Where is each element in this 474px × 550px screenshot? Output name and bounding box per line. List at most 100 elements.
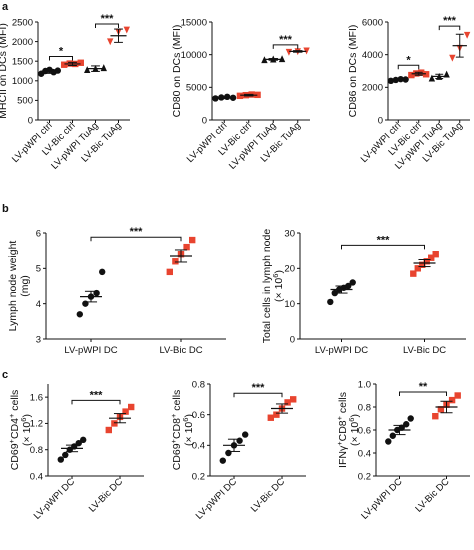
data-point	[387, 77, 395, 85]
data-point	[273, 411, 280, 418]
y-axis-unit: (× 106)	[181, 414, 196, 446]
y-axis-label: CD69+CD4+ cells	[7, 390, 22, 471]
data-point	[422, 71, 430, 78]
y-tick-label: 0	[202, 115, 207, 126]
y-axis-unit-part: )	[273, 270, 285, 274]
y-axis-label-part: CD86 on DCs (MFI)	[347, 25, 359, 118]
y-tick-label: 0.6	[358, 425, 371, 436]
y-tick-label: 6000	[362, 17, 383, 28]
y-axis-unit-part: 6	[181, 418, 190, 422]
significance-label: ***	[252, 382, 266, 394]
significance-label: ***	[130, 226, 144, 238]
data-point	[80, 436, 87, 444]
y-axis-unit-part: (× 10	[21, 422, 33, 446]
significance-label: ***	[377, 234, 391, 246]
panel-label-a: a	[2, 1, 9, 13]
y-tick-label: 2000	[12, 37, 33, 48]
y-axis-label-part: CD69	[9, 443, 21, 470]
y-tick-label: 1.2	[30, 419, 43, 430]
significance-label: *	[59, 45, 64, 57]
y-tick-label: 500	[17, 96, 33, 107]
x-tick-label: LV-Bic DC	[249, 476, 287, 514]
data-point	[410, 270, 417, 277]
y-axis-label-superscript: +	[335, 415, 344, 420]
y-tick-label: 1500	[12, 57, 33, 68]
significance-bracket	[272, 44, 299, 49]
y-tick-label: 5000	[186, 83, 207, 94]
y-tick-label: 4000	[362, 50, 383, 61]
y-tick-label: 0.4	[358, 448, 371, 459]
y-tick-label: 0.6	[192, 410, 205, 421]
y-tick-label: 10	[284, 299, 295, 310]
x-tick-label: LV-Bic DC	[403, 345, 446, 356]
data-point	[290, 396, 297, 403]
y-axis-label-part: Lymph node weight	[7, 241, 19, 332]
y-tick-label: 0.4	[30, 471, 43, 482]
y-tick-label: 6	[36, 228, 41, 239]
significance-bracket	[95, 23, 119, 28]
significance-bracket	[233, 392, 283, 398]
data-point	[432, 251, 439, 258]
data-point	[303, 47, 310, 55]
chart-c3: 0.20.40.60.81.0LV-pWPI DC LV-Bic DCIFNγ+C…	[335, 379, 470, 522]
x-tick-label: LV-pWPI DC	[359, 476, 404, 521]
y-axis-label: CD69+CD8+ cells	[169, 390, 184, 471]
data-point	[236, 437, 243, 444]
y-tick-label: 30	[284, 228, 295, 239]
data-point	[454, 392, 461, 399]
y-tick-label: 0	[28, 115, 33, 126]
y-axis-label-part: CD8	[171, 418, 183, 439]
data-point	[345, 282, 352, 290]
data-point	[54, 67, 61, 74]
data-point	[183, 243, 190, 251]
y-tick-label: 10000	[181, 50, 207, 61]
x-tick-label: LV-Bic DC	[87, 476, 125, 514]
y-axis-label-part: cells	[337, 392, 349, 416]
y-tick-label: 15000	[181, 17, 207, 28]
data-point	[172, 258, 179, 265]
y-axis-label: Total cells in lymph node	[261, 229, 273, 344]
y-tick-label: 0.8	[30, 445, 43, 456]
y-axis-unit-part: )	[183, 414, 195, 418]
panel-label-c: c	[2, 369, 8, 381]
data-point	[414, 265, 421, 272]
y-tick-label: 1000	[12, 76, 33, 87]
data-point	[111, 420, 118, 427]
x-tick-label: LV-pWPI DC	[32, 476, 77, 521]
data-point	[284, 399, 291, 406]
data-point	[189, 236, 196, 244]
y-axis-label-part: CD80 on DCs (MFI)	[171, 25, 183, 118]
significance-bracket	[90, 236, 182, 242]
data-point	[402, 76, 409, 83]
y-axis-label-superscript: +	[169, 413, 178, 418]
y-axis-label: Lymph node weight	[7, 241, 19, 332]
y-tick-label: 2000	[362, 83, 383, 94]
data-point	[76, 311, 84, 318]
y-axis-label-part: MHCII on DCs (MFI)	[0, 23, 9, 119]
x-tick-label: LV-pWPI DC	[64, 345, 117, 356]
y-axis-unit-part: (mg)	[19, 275, 31, 297]
data-point	[331, 289, 338, 297]
y-tick-label: 4	[36, 299, 41, 310]
y-tick-label: 0	[378, 115, 383, 126]
y-axis-unit: (× 106)	[347, 414, 362, 446]
data-point	[128, 403, 135, 411]
data-point	[403, 421, 410, 428]
y-tick-label: 3	[36, 334, 41, 345]
y-axis-unit-part: 6	[347, 418, 356, 422]
y-axis-label-superscript: +	[7, 413, 16, 418]
data-point	[349, 279, 356, 286]
significance-bracket	[438, 25, 461, 31]
y-axis-label-superscript: +	[7, 438, 16, 443]
y-axis-label-superscript: +	[169, 438, 178, 443]
y-axis-label-part: cells	[9, 390, 21, 414]
y-tick-label: 1.6	[30, 392, 43, 403]
y-axis-unit: (× 106)	[19, 414, 34, 446]
panel-label-b: b	[2, 203, 9, 215]
x-tick-label: LV-Bic DC	[413, 476, 451, 514]
data-point	[212, 95, 219, 102]
y-axis-unit-part: (× 10	[349, 422, 361, 446]
data-point	[285, 48, 293, 56]
